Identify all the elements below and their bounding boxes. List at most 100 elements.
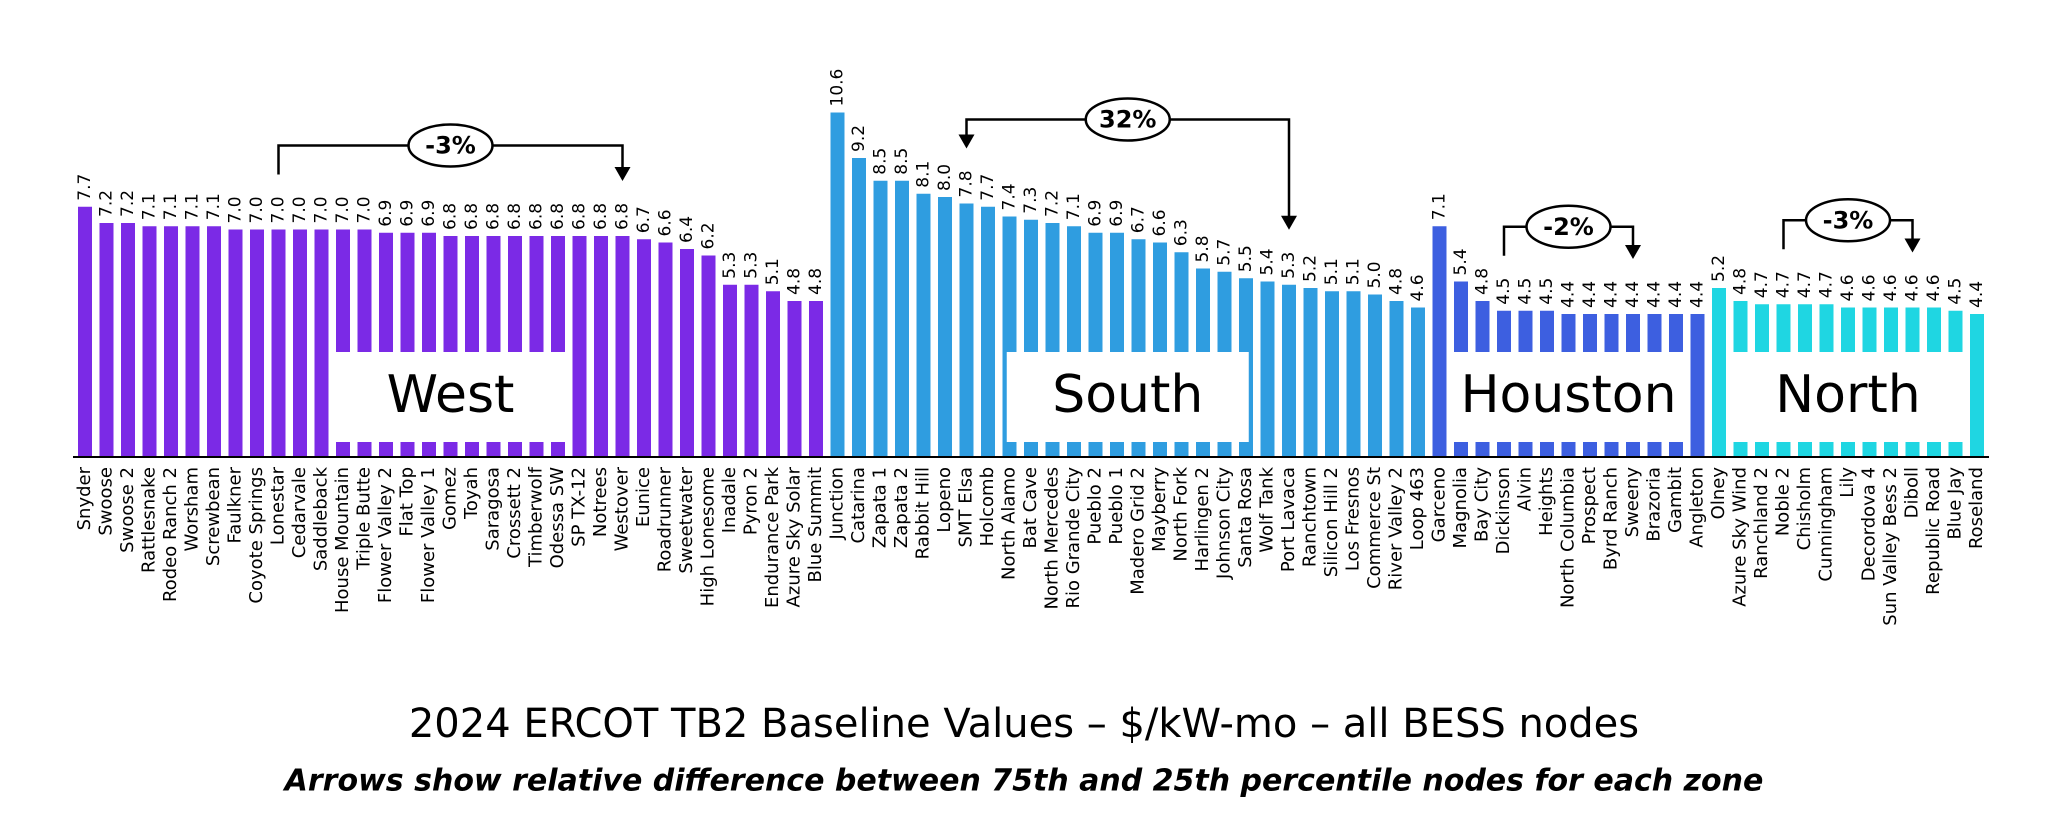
category-label: Madero Grid 2 <box>1128 467 1149 595</box>
category-label: Silicon Hill 2 <box>1321 467 1342 577</box>
value-label: 6.7 <box>1129 206 1149 233</box>
value-label: 7.7 <box>978 174 998 201</box>
category-label: Inadale <box>719 467 740 533</box>
bar <box>228 229 243 457</box>
value-label: 4.7 <box>1774 271 1794 298</box>
category-label: Decordova 4 <box>1859 467 1880 581</box>
category-label: Commerce St <box>1364 467 1385 589</box>
bar <box>895 180 909 457</box>
category-label: Azure Sky Wind <box>1730 467 1751 607</box>
value-label: 4.4 <box>1559 281 1579 308</box>
category-label: Ranchland 2 <box>1751 467 1772 579</box>
bar <box>121 223 135 457</box>
value-label: 5.7 <box>1215 239 1235 266</box>
value-label: 7.1 <box>161 193 181 220</box>
bar <box>78 206 92 457</box>
bar <box>873 180 888 457</box>
value-label: 5.2 <box>1709 255 1729 282</box>
category-label: Sweetwater <box>676 466 697 573</box>
value-label: 6.8 <box>613 203 633 230</box>
category-label: Odessa SW <box>547 467 568 569</box>
value-label: 7.0 <box>247 196 267 223</box>
category-label: Alvin <box>1515 467 1536 511</box>
category-label: Pyron 2 <box>741 467 762 535</box>
bar <box>1411 307 1425 457</box>
value-label: 4.6 <box>1924 274 1944 301</box>
arrow-head <box>958 134 975 149</box>
value-label: 7.0 <box>269 196 289 223</box>
value-label: 7.2 <box>118 190 138 217</box>
arrow-label: -2% <box>1543 213 1594 241</box>
value-label: 10.6 <box>828 69 848 107</box>
category-label: Cedarvale <box>289 467 310 558</box>
category-label: Lopeno <box>934 467 955 533</box>
category-label: High Lonesome <box>698 467 719 606</box>
category-label: Magnolia <box>1450 467 1471 548</box>
category-label: Westover <box>612 466 633 551</box>
bar <box>1970 314 1984 457</box>
value-label: 7.8 <box>957 170 977 197</box>
value-label: 6.6 <box>656 209 676 236</box>
bar <box>1346 291 1361 457</box>
category-label: Prospect <box>1579 467 1600 544</box>
category-label: Heights <box>1536 467 1557 536</box>
value-label: 4.6 <box>1838 274 1858 301</box>
category-label: Endurance Park <box>762 466 783 608</box>
value-label: 4.4 <box>1602 281 1622 308</box>
arrow-head <box>614 167 631 181</box>
value-label: 7.1 <box>140 193 160 220</box>
arrow-label-bubble <box>1804 198 1892 243</box>
zone-label-box <box>1447 352 1690 442</box>
category-label: Triple Butte <box>354 467 375 571</box>
value-label: 4.5 <box>1516 278 1536 305</box>
category-label: Loop 463 <box>1407 467 1428 550</box>
value-label: 4.6 <box>1881 274 1901 301</box>
bar <box>852 158 866 457</box>
value-label: 4.8 <box>806 268 826 295</box>
category-label: Port Lavaca <box>1278 467 1299 572</box>
arrow-label: 32% <box>1099 106 1156 134</box>
category-label: Worsham <box>182 467 203 552</box>
category-label: Roseland <box>1966 467 1987 549</box>
value-label: 6.8 <box>462 203 482 230</box>
value-label: 6.8 <box>570 203 590 230</box>
bar <box>1690 314 1705 457</box>
category-label: Holcomb <box>977 467 998 546</box>
category-label: Rattlesnake <box>139 467 160 573</box>
value-label: 4.6 <box>1903 274 1923 301</box>
value-label: 5.4 <box>1451 248 1471 275</box>
category-label: Wolf Tank <box>1257 466 1278 552</box>
value-label: 7.0 <box>290 196 310 223</box>
value-label: 6.9 <box>419 200 439 227</box>
value-label: 6.9 <box>1107 200 1127 227</box>
category-label: Angleton <box>1687 467 1708 548</box>
value-label: 7.7 <box>75 174 95 201</box>
value-label: 6.8 <box>548 203 568 230</box>
category-label: Zapata 2 <box>891 467 912 548</box>
percentile-arrow: -3% <box>277 123 631 181</box>
bar <box>164 226 178 457</box>
zone-label: Houston <box>1460 365 1676 425</box>
category-label: Swoose <box>96 467 117 536</box>
value-label: 7.2 <box>97 190 117 217</box>
bar <box>314 229 329 457</box>
value-label: 5.0 <box>1365 261 1385 288</box>
value-label: 4.6 <box>1408 274 1428 301</box>
bar <box>787 301 802 457</box>
bar <box>809 301 823 457</box>
value-label: 7.4 <box>1000 183 1020 210</box>
category-label: Gomez <box>440 467 461 530</box>
arrow-head <box>1625 245 1641 259</box>
zone-label: North <box>1775 365 1920 425</box>
bar <box>572 236 587 457</box>
category-label: Diboll <box>1902 467 1923 518</box>
value-label: 7.1 <box>1430 193 1450 220</box>
category-label: Santa Rosa <box>1235 467 1256 568</box>
bar <box>744 284 759 457</box>
value-label: 4.5 <box>1537 278 1557 305</box>
value-label: 5.1 <box>1322 258 1342 285</box>
bar <box>1282 284 1296 457</box>
category-label: Swoose 2 <box>117 467 138 553</box>
arrow-label: -3% <box>1823 206 1874 234</box>
bar <box>185 226 200 457</box>
